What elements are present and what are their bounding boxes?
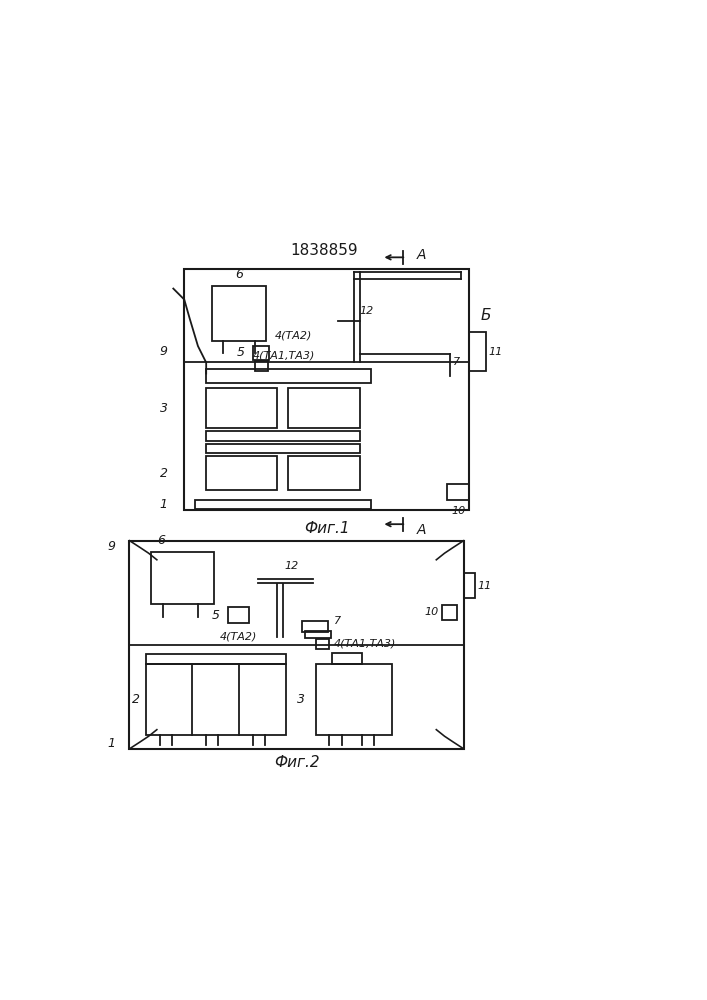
Bar [195,500,370,509]
Text: 3: 3 [160,402,168,415]
Bar [448,484,469,500]
Bar [206,369,370,383]
Bar [146,654,286,664]
Text: 7: 7 [334,616,341,626]
Bar [129,541,464,749]
Text: 10: 10 [425,607,439,617]
Text: 5: 5 [212,609,220,622]
Text: A: A [417,523,426,537]
Text: A: A [417,248,426,262]
Text: 9: 9 [107,540,116,553]
Text: 2: 2 [132,693,141,706]
Bar [255,361,268,371]
Bar [211,286,267,341]
Text: 4(ТА2): 4(ТА2) [274,331,312,341]
Bar [206,444,360,453]
Bar [442,605,457,620]
Bar [253,346,269,360]
Text: 9: 9 [160,345,168,358]
Text: 4(ТА2): 4(ТА2) [220,631,257,641]
Text: 6: 6 [235,268,243,281]
Bar [464,573,474,598]
Text: 1: 1 [107,737,116,750]
Bar [288,388,360,428]
Text: 12: 12 [360,306,374,316]
Text: 11: 11 [477,581,491,591]
Text: 1: 1 [160,498,168,512]
Bar [206,388,277,428]
Bar [206,431,360,441]
Bar [316,664,392,735]
Bar [206,456,277,490]
Text: 12: 12 [284,561,298,571]
Text: 3: 3 [297,693,305,706]
Text: 4(ТА1,ТА3): 4(ТА1,ТА3) [334,639,396,649]
Text: Фиг.2: Фиг.2 [274,755,320,770]
Text: 5: 5 [237,346,245,359]
Text: 4(ТА1,ТА3): 4(ТА1,ТА3) [253,350,315,360]
Text: Б: Б [480,308,491,323]
Text: 6: 6 [157,534,165,547]
Bar [316,639,329,649]
Text: Фиг.1: Фиг.1 [304,521,349,536]
Text: 2: 2 [160,467,168,480]
Bar [305,631,331,638]
Bar [469,332,486,371]
Bar [185,269,469,510]
Bar [302,621,328,632]
Bar [288,456,360,490]
Text: 10: 10 [451,506,465,516]
Bar [332,653,363,664]
Text: 11: 11 [489,347,503,357]
Text: 7: 7 [452,357,460,367]
Bar [151,552,214,604]
Bar [228,607,249,623]
Text: 1838859: 1838859 [290,243,358,258]
Bar [146,664,286,735]
